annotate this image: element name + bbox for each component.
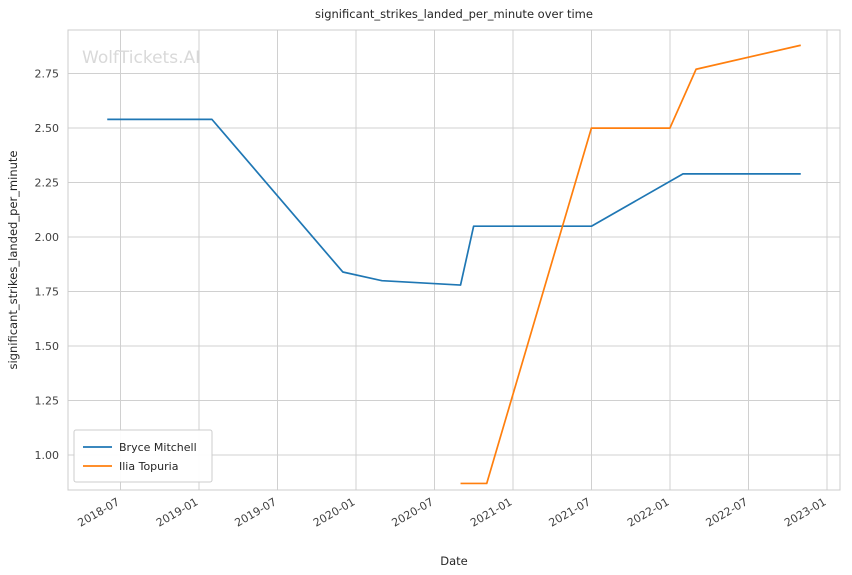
y-tick-label-2: 1.50 [35, 340, 60, 353]
x-axis-label: Date [440, 554, 468, 568]
legend-label-1: Bryce Mitchell [119, 441, 197, 454]
chart-title: significant_strikes_landed_per_minute ov… [315, 7, 593, 21]
x-gridlines [119, 30, 828, 490]
plot-area-background [68, 30, 840, 490]
legend-box [73, 429, 213, 483]
series-lines-group [107, 44, 801, 485]
y-axis-label: significant_strikes_landed_per_minute [6, 151, 20, 370]
legend-label-2: Ilia Topuria [119, 460, 178, 473]
y-tick-label-1: 1.25 [35, 395, 60, 408]
y-tick-label-0: 1.00 [35, 449, 60, 462]
y-tick-labels: 1.00 1.25 1.50 1.75 2.00 2.25 2.50 2.75 [35, 68, 60, 463]
y-tick-label-6: 2.50 [35, 122, 60, 135]
series-line-2 [460, 44, 801, 485]
chart-legend[interactable]: Bryce Mitchell Ilia Topuria [73, 429, 213, 483]
watermark-label: WolfTickets.AI [82, 48, 200, 68]
y-tick-label-5: 2.25 [35, 177, 60, 190]
y-tick-label-3: 1.75 [35, 286, 60, 299]
y-tick-label-7: 2.75 [35, 68, 60, 81]
y-tick-label-4: 2.00 [35, 231, 60, 244]
series-line-1 [107, 118, 801, 286]
plot-border [67, 29, 841, 491]
